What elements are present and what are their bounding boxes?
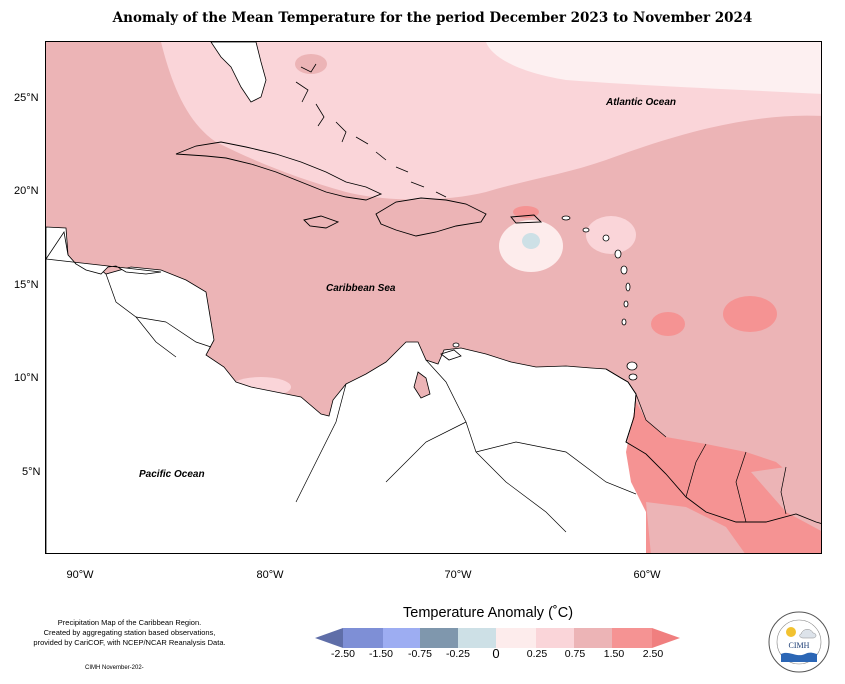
map-title: Anomaly of the Mean Temperature for the … — [112, 10, 753, 26]
source-note-line3: provided by CariCOF, with NCEP/NCAR Rean… — [33, 638, 226, 647]
legend-bin-8 — [612, 628, 652, 648]
lat-label-5n: 5°N — [22, 466, 41, 478]
source-note-line2: Created by aggregating station based obs… — [43, 628, 216, 637]
anomaly-zone-lightest — [486, 42, 821, 94]
legend-value-7: 1.50 — [603, 648, 625, 660]
legend-value-0: -2.50 — [331, 648, 355, 660]
source-note: Precipitation Map of the Caribbean Regio… — [22, 618, 237, 648]
label-caribbean-sea: Caribbean Sea — [326, 283, 396, 294]
lake-maracaibo — [413, 371, 431, 399]
islands-bahamas — [295, 63, 447, 198]
country-borders — [105, 273, 787, 533]
legend-bin-5 — [496, 628, 536, 648]
source-note-line1: Precipitation Map of the Caribbean Regio… — [57, 618, 202, 627]
legend-value-3: -0.25 — [446, 648, 470, 660]
anomaly-blob-east-1 — [651, 312, 685, 336]
lon-label-70w: 70°W — [444, 569, 472, 581]
lat-label-10n: 10°N — [14, 372, 39, 384]
legend-value-6: 0.75 — [564, 648, 586, 660]
anomaly-zone-guianas-south — [646, 502, 745, 553]
lat-label-15n: 15°N — [14, 279, 39, 291]
island-jamaica — [303, 215, 340, 229]
lat-label-25n: 25°N — [14, 92, 39, 104]
anomaly-blob-north — [295, 54, 327, 74]
legend-value-2: -0.75 — [408, 648, 432, 660]
legend-value-4: 0 — [492, 646, 500, 661]
lon-label-60w: 60°W — [633, 569, 661, 581]
legend-bin-9 — [652, 628, 680, 648]
lon-label-90w: 90°W — [66, 569, 94, 581]
legend-bin-2 — [383, 628, 420, 648]
island-cuba — [175, 141, 383, 201]
legend-value-5: 0.25 — [526, 648, 548, 660]
legend-colorbar — [315, 628, 680, 648]
islands-lesser-antilles — [452, 215, 638, 381]
island-puerto-rico — [510, 214, 543, 224]
island-hispaniola — [375, 197, 487, 237]
legend-value-1: -1.50 — [369, 648, 393, 660]
coast-northeast-south-america — [605, 368, 821, 524]
lon-label-80w: 80°W — [256, 569, 284, 581]
anomaly-zone-guianas-east — [751, 467, 821, 531]
anomaly-blob-east-2 — [723, 296, 777, 332]
land-florida — [210, 42, 267, 103]
legend-value-8: 2.50 — [642, 648, 664, 660]
lat-label-20n: 20°N — [14, 185, 39, 197]
legend-bin-3 — [420, 628, 458, 648]
anomaly-blob-pr-cool — [522, 233, 540, 249]
legend-bin-7 — [574, 628, 612, 648]
map-frame: Atlantic Ocean Caribbean Sea Pacific Oce… — [45, 41, 822, 554]
land-yucatan — [46, 230, 162, 275]
label-pacific-ocean: Pacific Ocean — [139, 469, 205, 480]
legend-title: Temperature Anomaly (˚C) — [403, 605, 574, 621]
anomaly-map: Atlantic Ocean Caribbean Sea Pacific Oce… — [46, 42, 821, 553]
legend-bin-1 — [343, 628, 383, 648]
credit-note: CIMH November-202- — [85, 665, 144, 671]
legend-bin-4 — [458, 628, 496, 648]
island-margarita — [440, 349, 462, 361]
legend-bin-6 — [536, 628, 574, 648]
label-atlantic-ocean: Atlantic Ocean — [605, 97, 676, 108]
legend-bin-0 — [315, 628, 343, 648]
cimh-logo-icon: CIMH — [768, 611, 830, 673]
anomaly-blob-leeward — [586, 216, 636, 254]
logo-text: CIMH — [789, 641, 810, 650]
